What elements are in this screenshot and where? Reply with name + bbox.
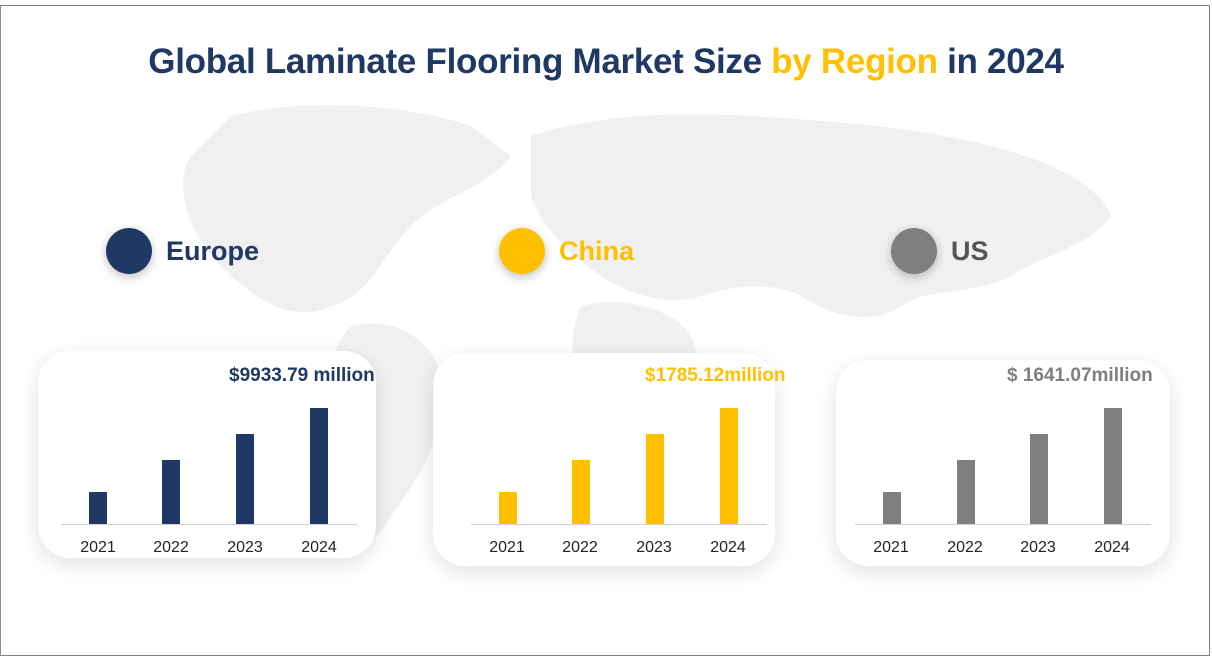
- bar-china-2024: [720, 408, 738, 524]
- bar-europe-2023: [236, 434, 254, 524]
- bar-china-2023: [646, 434, 664, 524]
- x-tick-label: 2022: [153, 539, 189, 556]
- europe-dot-icon: [106, 228, 152, 274]
- bar-us-2024: [1104, 408, 1122, 524]
- x-tick-label: 2021: [873, 539, 909, 556]
- bar-us-2023: [1030, 434, 1048, 524]
- x-tick-label: 2024: [301, 539, 337, 556]
- x-axis-line: [61, 524, 357, 525]
- legend-us: US: [891, 228, 989, 274]
- legend-label-europe: Europe: [166, 235, 260, 266]
- x-tick-label: 2023: [227, 539, 263, 556]
- slide-frame: Global Laminate Flooring Market Size by …: [0, 5, 1210, 656]
- legend-china: China: [499, 228, 634, 274]
- bar-europe-2022: [162, 460, 180, 524]
- x-tick-label: 2024: [710, 539, 746, 556]
- bar-us-2021: [883, 492, 901, 524]
- bar-us-2022: [957, 460, 975, 524]
- title-highlight: by Region: [771, 42, 938, 81]
- bar-europe-2021: [89, 492, 107, 524]
- x-axis-line: [855, 524, 1151, 525]
- x-tick-label: 2021: [489, 539, 525, 556]
- us-dot-icon: [891, 228, 937, 274]
- legend-europe: Europe: [106, 228, 259, 274]
- legend-label-us: US: [951, 235, 989, 266]
- x-axis-line: [471, 524, 767, 525]
- bar-europe-2024: [310, 408, 328, 524]
- value-label-europe: $9933.79 million: [229, 365, 375, 386]
- value-label-china: $1785.12million: [645, 365, 786, 386]
- x-tick-label: 2023: [1020, 539, 1056, 556]
- x-tick-label: 2022: [947, 539, 983, 556]
- bar-china-2022: [572, 460, 590, 524]
- x-tick-label: 2023: [636, 539, 672, 556]
- page-title: Global Laminate Flooring Market Size by …: [1, 42, 1209, 82]
- x-tick-label: 2022: [562, 539, 598, 556]
- chart-card-us: $ 1641.07million 2021 2022 2023 2024: [836, 360, 1170, 566]
- title-year: in 2024: [937, 42, 1064, 81]
- bar-china-2021: [499, 492, 517, 524]
- x-tick-label: 2021: [80, 539, 116, 556]
- chart-card-europe: $9933.79 million 2021 2022 2023 2024: [38, 351, 376, 558]
- china-dot-icon: [499, 228, 545, 274]
- value-label-us: $ 1641.07million: [1007, 365, 1153, 386]
- x-tick-label: 2024: [1094, 539, 1130, 556]
- title-main: Global Laminate Flooring Market Size: [148, 42, 772, 81]
- chart-card-china: $1785.12million 2021 2022 2023 2024: [433, 353, 785, 566]
- legend-label-china: China: [559, 235, 635, 266]
